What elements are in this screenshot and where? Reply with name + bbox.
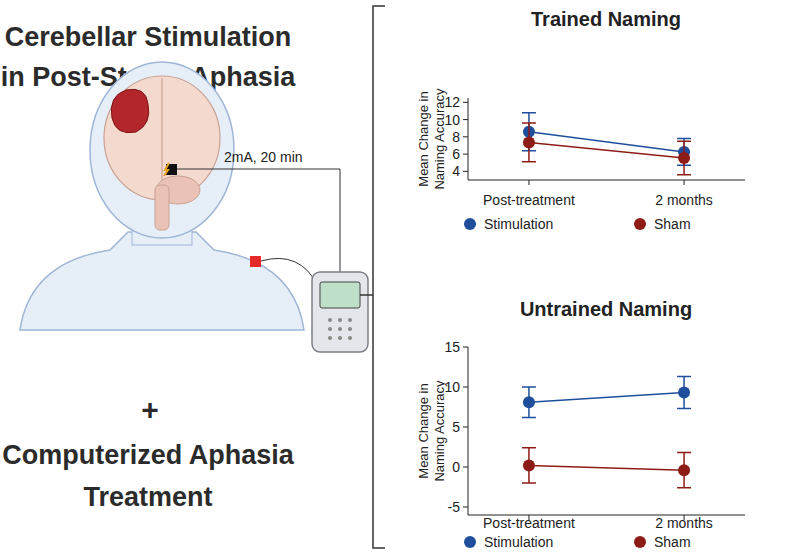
x-tick-label: Post-treatment xyxy=(483,515,575,531)
error-bar xyxy=(522,448,536,483)
marks xyxy=(522,113,691,175)
y-axis-line xyxy=(468,98,469,180)
stimulation-label: 2mA, 20 min xyxy=(224,149,303,165)
legend-label: Stimulation xyxy=(484,216,553,232)
series-line xyxy=(529,393,684,403)
device-screen xyxy=(320,282,360,308)
y-tick-label: 12 xyxy=(444,94,460,110)
treatment-title: Treatment xyxy=(83,482,212,512)
legend-label: Sham xyxy=(654,534,691,550)
y-tick xyxy=(463,136,468,137)
y-tick-label: -5 xyxy=(448,499,461,515)
x-tick-label: 2 months xyxy=(655,515,713,531)
device-button xyxy=(348,327,352,331)
y-tick xyxy=(463,347,468,348)
x-tick-label: 2 months xyxy=(655,192,713,208)
point xyxy=(523,396,535,408)
y-tick xyxy=(463,507,468,508)
chart-title: Trained Naming xyxy=(531,8,681,30)
legend-label: Stimulation xyxy=(484,534,553,550)
marks xyxy=(522,377,691,488)
y-tick-label: 10 xyxy=(444,112,460,128)
chart: Trained Naming Mean Change inNaming Accur… xyxy=(416,8,745,232)
series-line xyxy=(529,142,684,158)
illustration: Cerebellar Stimulationin Post-Stroke Aph… xyxy=(1,22,368,512)
device-button xyxy=(348,318,352,322)
point xyxy=(523,136,535,148)
chart-title: Untrained Naming xyxy=(520,298,692,320)
point xyxy=(678,464,690,476)
device-button xyxy=(338,336,342,340)
point xyxy=(523,459,535,471)
y-axis-label: Mean Change inNaming Accuracy xyxy=(416,88,447,190)
electrode-shoulder xyxy=(250,256,261,267)
y-tick-label: 15 xyxy=(444,339,460,355)
y-tick-label: 5 xyxy=(452,419,460,435)
error-bar xyxy=(677,377,691,409)
y-axis-label: Mean Change inNaming Accuracy xyxy=(416,380,447,482)
treatment-title: Computerized Aphasia xyxy=(2,440,295,470)
illustration-title: Cerebellar Stimulation xyxy=(5,22,292,52)
y-tick-label: 8 xyxy=(452,129,460,145)
device-button xyxy=(338,318,342,322)
legend-symbol xyxy=(634,536,646,548)
device xyxy=(312,272,368,352)
plus-sign: + xyxy=(141,393,159,426)
y-tick xyxy=(463,102,468,103)
lesion-shape xyxy=(111,89,149,132)
y-tick xyxy=(463,171,468,172)
wire xyxy=(261,258,318,286)
error-bar xyxy=(677,141,691,175)
y-tick xyxy=(463,467,468,468)
brainstem-shape xyxy=(155,185,169,230)
error-bar xyxy=(522,123,536,162)
y-tick xyxy=(463,154,468,155)
y-tick xyxy=(463,427,468,428)
x-tick xyxy=(684,180,685,185)
brain-fissure xyxy=(161,78,162,195)
body-shape xyxy=(20,232,304,330)
y-tick-label: 10 xyxy=(444,379,460,395)
y-tick-label: 0 xyxy=(452,459,460,475)
legend-label: Sham xyxy=(654,216,691,232)
x-tick-label: Post-treatment xyxy=(483,192,575,208)
bracket xyxy=(360,6,385,548)
y-tick xyxy=(463,119,468,120)
y-tick xyxy=(463,387,468,388)
point xyxy=(678,387,690,399)
y-tick-label: 4 xyxy=(452,163,460,179)
error-bar xyxy=(677,453,691,488)
legend-symbol xyxy=(634,218,646,230)
wire xyxy=(177,169,340,272)
error-bar xyxy=(522,387,536,417)
legend-symbol xyxy=(464,218,476,230)
point xyxy=(678,152,690,164)
device-button xyxy=(348,336,352,340)
spark-icon xyxy=(164,163,169,176)
device-button xyxy=(328,318,332,322)
y-tick-label: 6 xyxy=(452,146,460,162)
x-tick xyxy=(528,180,529,185)
y-axis-line xyxy=(468,347,469,515)
head-shape xyxy=(90,62,234,238)
device-button xyxy=(328,327,332,331)
series-line xyxy=(529,132,684,152)
legend-symbol xyxy=(464,536,476,548)
series-line xyxy=(529,465,684,470)
x-axis-line xyxy=(468,180,745,181)
chart: Untrained Naming Mean Change inNaming Acc… xyxy=(416,298,745,550)
device-button xyxy=(338,327,342,331)
device-button xyxy=(328,336,332,340)
